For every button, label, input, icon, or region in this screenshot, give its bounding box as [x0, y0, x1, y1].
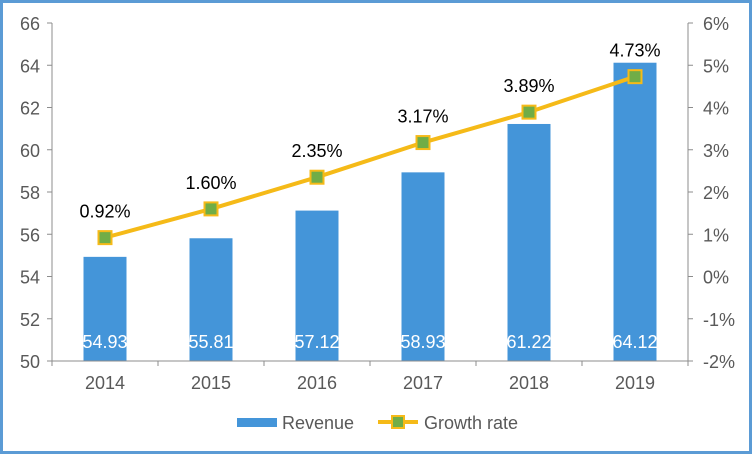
growth-rate-data-label: 0.92% [79, 202, 130, 222]
legend-revenue-label: Revenue [282, 413, 354, 433]
right-axis-tick-label: 3% [703, 141, 729, 161]
right-axis-tick-label: 2% [703, 183, 729, 203]
growth-rate-marker [627, 69, 643, 85]
left-axis-tick-label: 64 [20, 56, 40, 76]
right-axis-tick-label: 5% [703, 56, 729, 76]
left-axis-tick-label: 54 [20, 268, 40, 288]
revenue-data-label: 57.12 [294, 332, 339, 352]
left-axis-tick-label: 66 [20, 14, 40, 34]
growth-rate-data-label: 1.60% [185, 173, 236, 193]
revenue-bar [613, 62, 657, 362]
growth-rate-marker [97, 230, 113, 246]
left-axis-tick-label: 58 [20, 183, 40, 203]
growth-rate-marker [521, 104, 537, 120]
growth-rate-data-label: 3.89% [503, 76, 554, 96]
x-axis-tick-label: 2015 [191, 373, 231, 393]
growth-rate-marker [203, 201, 219, 217]
x-axis-tick-label: 2017 [403, 373, 443, 393]
revenue-bar [295, 210, 339, 361]
left-axis-tick-label: 50 [20, 352, 40, 372]
revenue-data-label: 58.93 [400, 332, 445, 352]
right-axis-tick-label: 4% [703, 99, 729, 119]
right-axis-tick-label: -1% [703, 310, 735, 330]
right-axis-tick-label: 0% [703, 268, 729, 288]
right-axis-tick-label: -2% [703, 352, 735, 372]
revenue-bar [507, 123, 551, 361]
x-axis-tick-label: 2018 [509, 373, 549, 393]
revenue-bar [189, 238, 233, 361]
revenue-data-label: 61.22 [506, 332, 551, 352]
revenue-bar [401, 172, 445, 361]
growth-rate-data-label: 2.35% [291, 141, 342, 161]
x-axis-tick-label: 2019 [615, 373, 655, 393]
revenue-data-label: 64.12 [612, 332, 657, 352]
left-axis-tick-label: 62 [20, 99, 40, 119]
left-axis-tick-label: 56 [20, 225, 40, 245]
x-axis-tick-label: 2016 [297, 373, 337, 393]
growth-rate-line [104, 74, 636, 240]
growth-rate-marker [415, 135, 431, 151]
left-axis-tick-label: 60 [20, 141, 40, 161]
legend-growth-label: Growth rate [424, 413, 518, 433]
revenue-data-label: 54.93 [82, 332, 127, 352]
legend-revenue-swatch [237, 418, 277, 427]
legend-growth-marker [391, 415, 405, 429]
growth-rate-data-label: 4.73% [609, 41, 660, 61]
x-axis-tick-label: 2014 [85, 373, 125, 393]
revenue-bar [83, 256, 127, 361]
right-axis-tick-label: 1% [703, 225, 729, 245]
right-axis-tick-label: 6% [703, 14, 729, 34]
left-axis-tick-label: 52 [20, 310, 40, 330]
revenue-data-label: 55.81 [188, 332, 233, 352]
growth-rate-marker [309, 169, 325, 185]
growth-rate-data-label: 3.17% [397, 107, 448, 127]
